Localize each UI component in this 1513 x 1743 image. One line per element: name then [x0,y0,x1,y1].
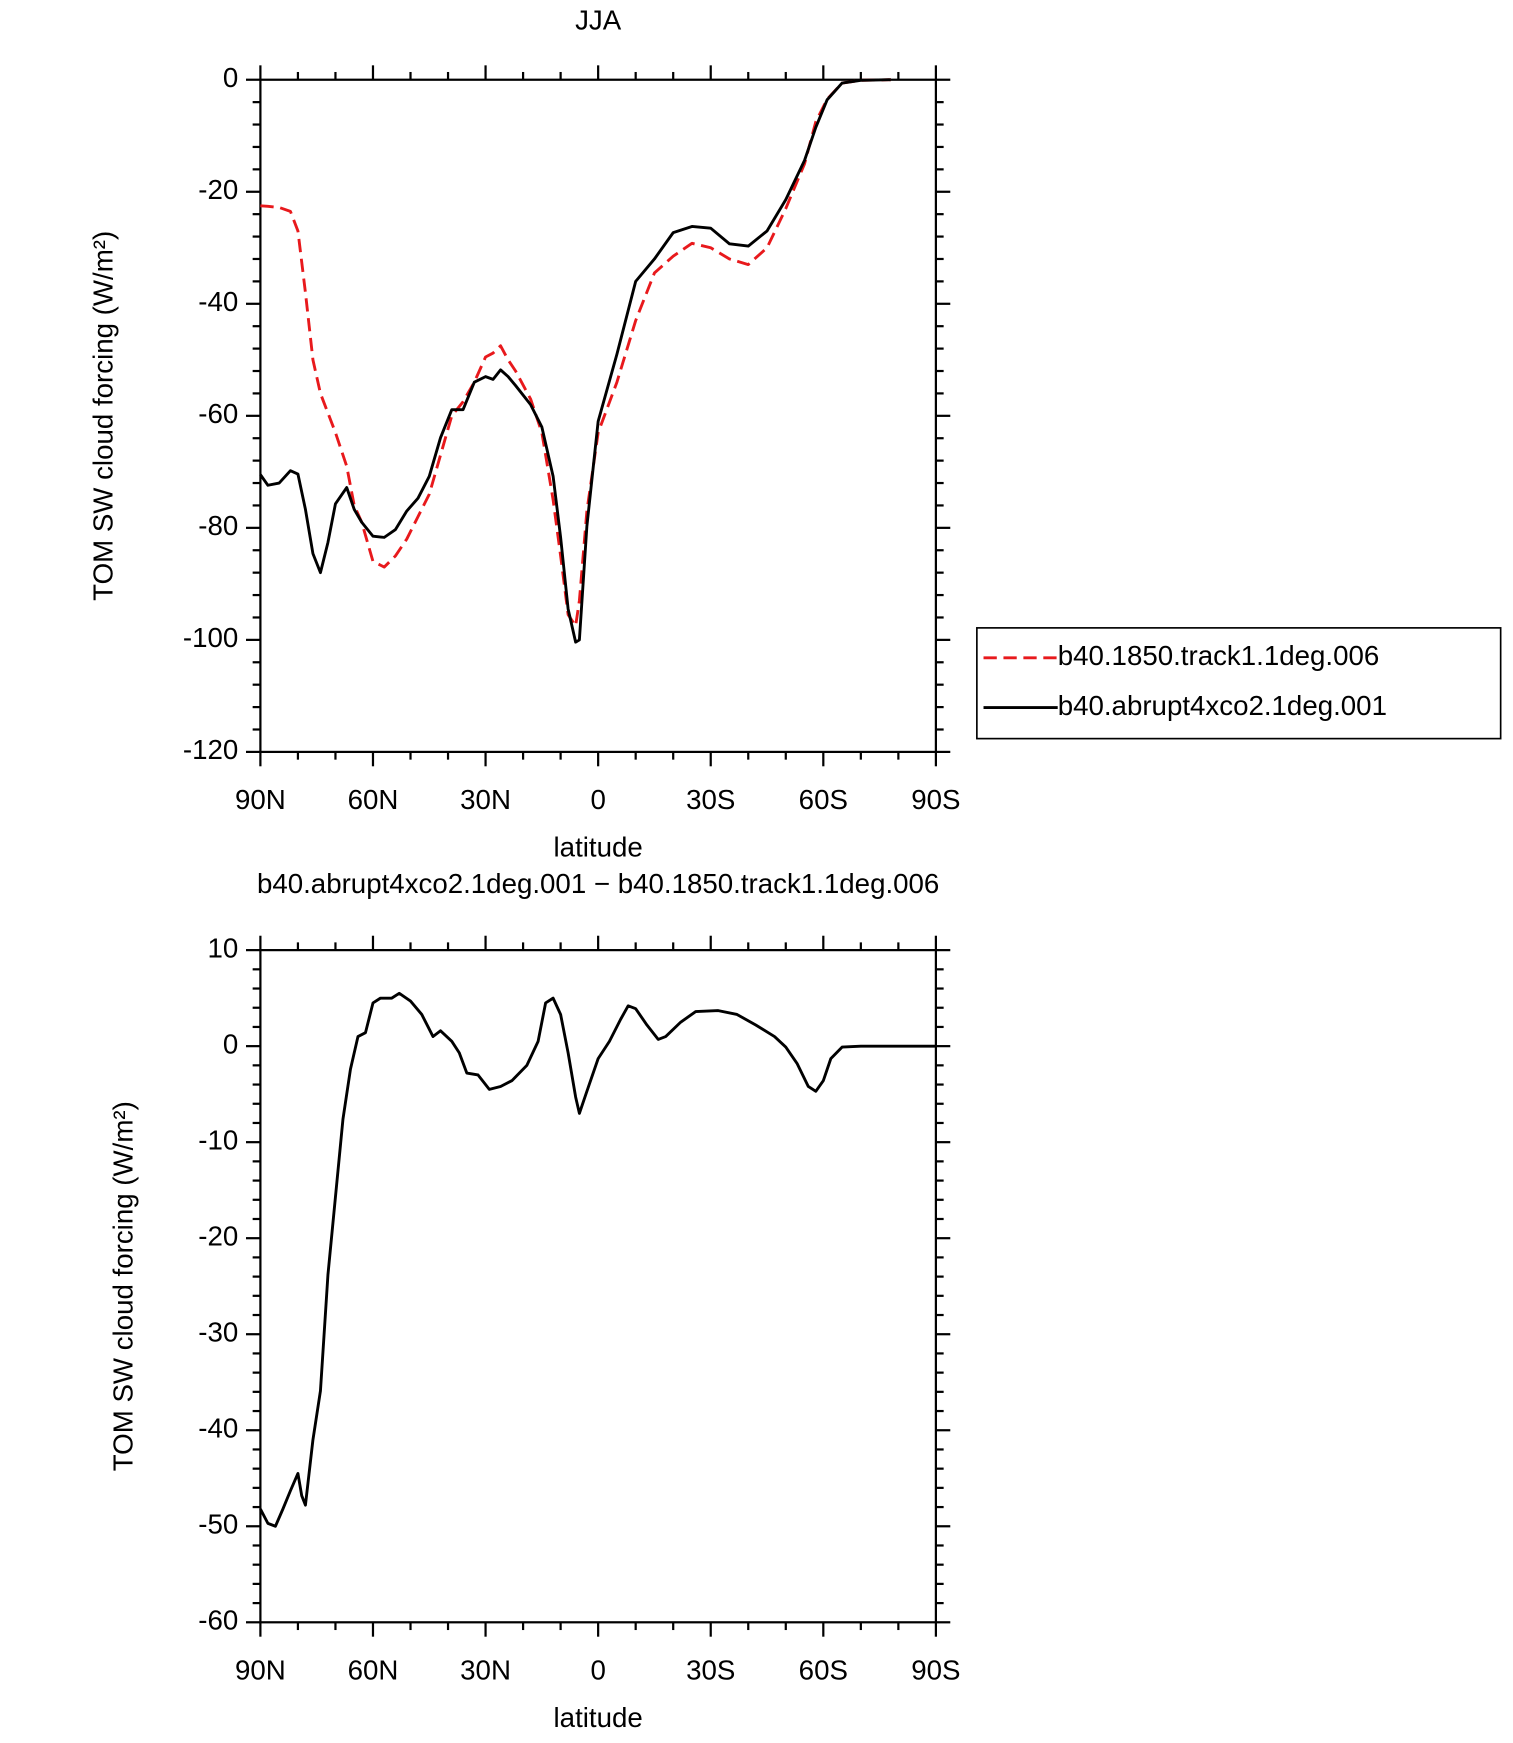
x-tick-label: 60N [348,784,399,815]
legend-label: b40.1850.track1.1deg.006 [1058,640,1380,671]
y-tick-label: -40 [198,286,238,317]
x-tick-label: 30S [686,784,735,815]
chart-title: b40.abrupt4xco2.1deg.001 − b40.1850.trac… [257,868,939,899]
x-tick-label: 60S [799,784,848,815]
plot-frame [259,949,938,1624]
y-tick-label: -40 [198,1413,238,1444]
y-tick-label: -120 [183,734,238,765]
x-tick-label: 60N [348,1654,399,1685]
data-line [259,991,936,1528]
y-tick-label: -50 [198,1509,238,1540]
x-axis-label: latitude [554,832,643,863]
x-tick-label: 90N [235,784,286,815]
y-tick-label: -30 [198,1317,238,1348]
chart-title: JJA [575,4,622,35]
x-tick-label: 30N [460,1654,511,1685]
legend-box [976,627,1502,740]
x-tick-label: 60S [799,1654,848,1685]
x-tick-label: 0 [590,1654,605,1685]
data-line [259,78,891,644]
y-tick-label: -20 [198,174,238,205]
y-tick-label: 10 [207,932,238,963]
y-axis-label: TOM SW cloud forcing (W/m²) [88,231,119,601]
y-tick-label: -80 [198,510,238,541]
y-tick-label: 0 [223,62,238,93]
data-line [260,78,891,628]
plot-frame [259,78,938,754]
y-axis-label: TOM SW cloud forcing (W/m²) [108,1101,139,1471]
x-tick-label: 90S [911,784,960,815]
legend-label: b40.abrupt4xco2.1deg.001 [1058,690,1387,721]
x-tick-label: 30N [460,784,511,815]
y-tick-label: -10 [198,1124,238,1155]
x-tick-label: 90N [235,1654,286,1685]
x-tick-label: 90S [911,1654,960,1685]
x-axis-label: latitude [554,1702,643,1733]
x-tick-label: 0 [590,784,605,815]
x-tick-label: 30S [686,1654,735,1685]
y-tick-label: -60 [198,1605,238,1636]
y-tick-label: -100 [183,622,238,653]
y-tick-label: 0 [223,1028,238,1059]
y-tick-label: -60 [198,398,238,429]
y-tick-label: -20 [198,1221,238,1252]
